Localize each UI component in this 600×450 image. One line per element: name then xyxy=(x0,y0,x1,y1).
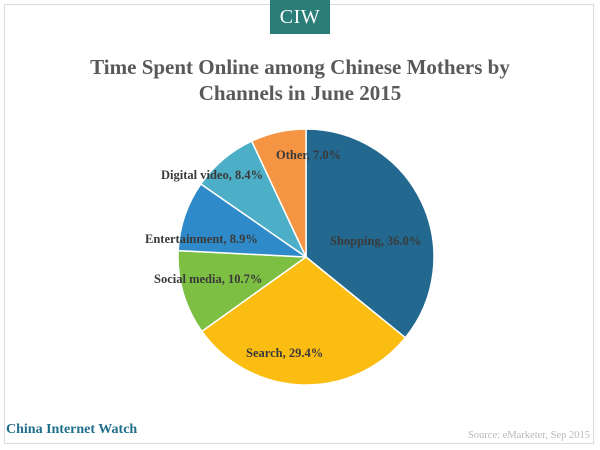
pie-slice-search xyxy=(201,256,407,386)
pie-slice-shopping xyxy=(305,128,435,339)
logo-text: CIW xyxy=(279,6,321,28)
pie-slice-social-media xyxy=(177,249,307,333)
pie-label-other: Other, 7.0% xyxy=(276,148,341,162)
chart-title: Time Spent Online among Chinese Mothers … xyxy=(60,54,540,106)
pie-label-search: Search, 29.4% xyxy=(246,346,323,360)
pie-label-shopping: Shopping, 36.0% xyxy=(330,234,421,248)
pie-label-social-media: Social media, 10.7% xyxy=(154,272,262,286)
chart-title-line-1: Time Spent Online among Chinese Mothers … xyxy=(90,55,510,79)
brand-name: China Internet Watch xyxy=(6,422,138,437)
pie-labels: Shopping, 36.0% Search, 29.4% Social media… xyxy=(145,148,421,360)
source-note: Source: eMarketer, Sep 2015 xyxy=(467,430,590,441)
chart-title-line-2: Channels in June 2015 xyxy=(198,81,402,105)
pie-slice-other xyxy=(250,128,307,258)
ciw-logo: CIW xyxy=(270,0,330,34)
pie-label-digital-video: Digital video, 8.4% xyxy=(161,168,263,182)
pie-label-entertainment: Entertainment, 8.9% xyxy=(145,232,258,246)
pie-slices xyxy=(177,128,435,386)
